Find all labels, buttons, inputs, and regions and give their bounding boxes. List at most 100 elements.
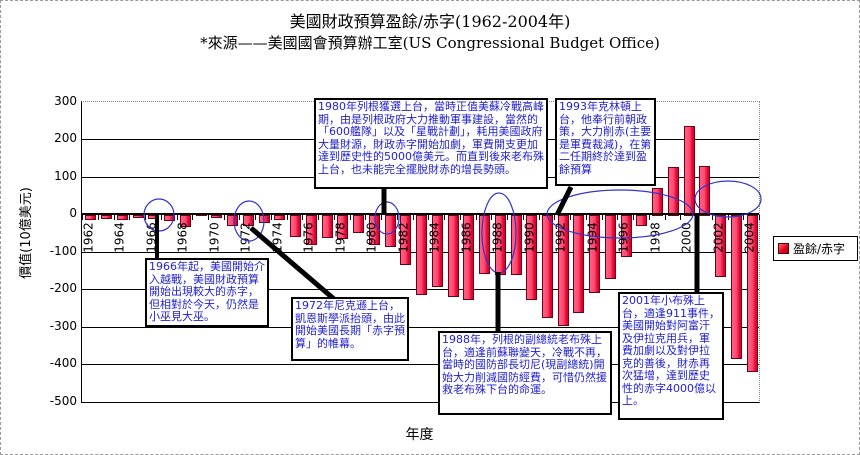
bar-1995 <box>604 215 616 279</box>
category-tick <box>696 215 697 221</box>
x-tick-label-2002: 2002 <box>711 222 726 253</box>
category-tick <box>570 215 572 221</box>
category-tick <box>412 215 414 221</box>
bar-1968 <box>179 215 191 227</box>
legend-series-label: 盈餘/赤字 <box>793 242 846 256</box>
x-tick-label-1982: 1982 <box>396 222 411 253</box>
x-tick-label-1972: 1972 <box>238 222 253 253</box>
chart-title-block: 美國財政預算盈餘/赤字(1962-2004年) *來源——美國國會預算辦工室(U… <box>1 11 859 54</box>
x-tick-label-1984: 1984 <box>427 222 442 253</box>
category-tick <box>428 215 430 221</box>
category-tick <box>82 215 83 221</box>
bar-1993 <box>573 215 585 313</box>
category-tick <box>633 215 634 221</box>
gridline--400 <box>82 364 759 366</box>
category-tick <box>664 215 666 221</box>
bar-1983 <box>416 215 427 296</box>
x-tick-label-1986: 1986 <box>459 222 474 253</box>
bar-1978 <box>337 215 349 240</box>
bar-1997 <box>636 215 648 226</box>
x-axis-zero-line <box>82 213 759 216</box>
category-tick <box>113 215 115 221</box>
legend-series-swatch-icon <box>778 243 789 254</box>
bar-1975 <box>290 215 301 238</box>
x-tick-label-1970: 1970 <box>207 222 222 253</box>
bar-1962 <box>85 215 97 220</box>
x-tick-label-1976: 1976 <box>301 222 316 253</box>
bar-1965 <box>132 215 144 219</box>
x-tick-label-1968: 1968 <box>175 222 190 253</box>
category-tick <box>538 215 540 221</box>
bar-1989 <box>510 215 522 275</box>
category-tick <box>601 215 603 221</box>
bar-1971 <box>227 215 239 226</box>
bar-1963 <box>101 215 113 220</box>
bar-1981 <box>384 215 396 247</box>
category-tick <box>302 215 304 221</box>
chart-subtitle: *來源——美國國會預算辦工室(US Congressional Budget O… <box>200 34 660 52</box>
category-tick <box>759 215 760 221</box>
category-tick <box>270 215 272 221</box>
bar-1982 <box>400 215 412 266</box>
bar-2001 <box>699 166 711 217</box>
x-axis-title: 年度 <box>405 427 434 443</box>
category-tick <box>365 215 367 221</box>
category-tick <box>349 215 351 221</box>
y-axis-title: 價值(10億美元) <box>19 187 34 279</box>
y-tick-label--300: -300 <box>49 318 77 333</box>
x-tick-label-1974: 1974 <box>270 222 285 253</box>
y-tick-label-300: 300 <box>54 93 77 108</box>
category-tick <box>192 215 194 221</box>
y-tick-label-100: 100 <box>54 168 77 183</box>
bar-1967 <box>164 215 176 221</box>
bar-1964 <box>116 215 128 220</box>
category-tick <box>711 215 713 221</box>
annotation-box-1972: 1972年尼克遜上台，凱恩斯學派抬頭，由此開始美國長期「赤字預算」的帷幕。 <box>291 297 409 361</box>
x-tick-label-1978: 1978 <box>333 222 348 253</box>
y-tick-label-200: 200 <box>54 131 77 146</box>
bar-1979 <box>353 215 364 233</box>
x-tick-label-1992: 1992 <box>553 222 568 253</box>
annotation-box-1988: 1988年，列根的副總統老布殊上台，適逢前蘇聯變天，冷戰不再，當時的國防部長切尼… <box>438 331 612 415</box>
category-tick <box>286 215 288 221</box>
bar-1970 <box>211 215 223 219</box>
chart-title: 美國財政預算盈餘/赤字(1962-2004年) <box>289 12 571 31</box>
bar-1966 <box>148 215 160 219</box>
category-tick <box>97 215 99 221</box>
bar-1987 <box>479 215 490 274</box>
bar-1973 <box>258 215 270 223</box>
x-tick-label-1996: 1996 <box>616 222 631 253</box>
y-tick-label--400: -400 <box>49 356 77 371</box>
category-tick <box>507 215 509 221</box>
bar-1974 <box>274 215 286 220</box>
gridline--300 <box>82 326 759 328</box>
bar-1999 <box>667 167 679 217</box>
category-tick <box>459 215 461 221</box>
category-tick <box>318 215 320 221</box>
category-tick <box>129 215 131 221</box>
x-tick-label-1998: 1998 <box>648 222 663 253</box>
annotation-box-2001: 2001年小布殊上台，適逢911事件，美國開始對阿富汗及伊拉克用兵，軍費加劇以及… <box>618 292 724 420</box>
annotation-box-1966: 1966年起，美國開始介入越戰，美國財政預算開始出現較大的赤字，但相對於今天，仍… <box>145 258 269 327</box>
bar-1998 <box>652 188 664 217</box>
bar-1977 <box>321 215 333 238</box>
bar-1984 <box>431 215 443 287</box>
bar-2003 <box>730 215 742 359</box>
x-tick-label-2004: 2004 <box>742 222 757 253</box>
x-tick-label-1966: 1966 <box>144 222 159 253</box>
bar-1985 <box>447 215 459 297</box>
category-tick <box>381 215 383 221</box>
legend: 盈餘/赤字 <box>773 236 858 261</box>
category-tick <box>522 215 524 221</box>
x-tick-label-1988: 1988 <box>490 222 505 253</box>
x-tick-label-1962: 1962 <box>81 222 96 253</box>
category-tick <box>160 215 162 221</box>
category-tick <box>176 215 178 221</box>
bar-2000 <box>683 125 695 217</box>
category-tick <box>727 215 729 221</box>
category-tick <box>255 215 257 221</box>
category-tick <box>444 215 446 221</box>
category-tick <box>475 215 477 221</box>
y-tick-label--200: -200 <box>49 281 77 296</box>
y-tick-label--500: -500 <box>49 393 77 408</box>
